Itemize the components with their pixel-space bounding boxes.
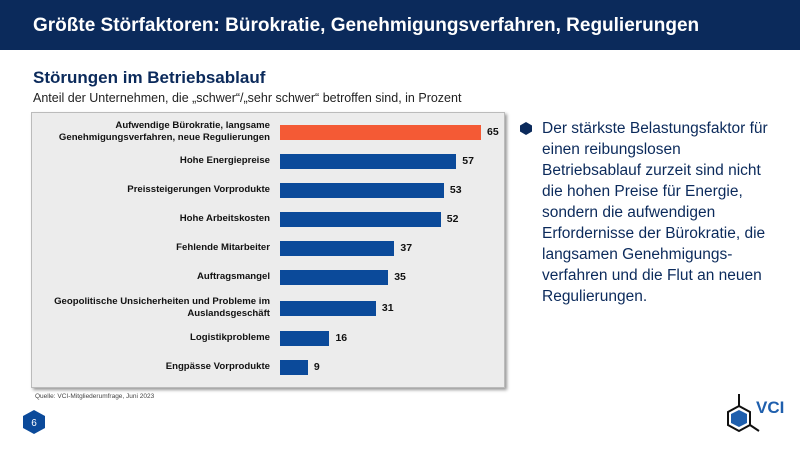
category-label: Aufwendige Bürokratie, langsame Genehmig… [58,120,270,143]
data-label: 31 [381,302,394,314]
page-number-badge: 6 [23,410,45,434]
vci-logo-text: VCI [756,398,785,417]
bullet-text: Der stärkste Belastungsfaktor für einen … [542,120,768,305]
bar [280,300,376,316]
chart-area: Aufwendige Bürokratie, langsame Genehmig… [31,112,505,388]
chart-title: Störungen im Betriebsablauf [33,68,266,87]
bar [280,330,330,346]
vci-logo-icon [727,394,760,433]
data-label: 35 [394,271,406,283]
data-label: 16 [335,332,348,344]
bar [280,211,441,227]
bar [280,153,457,169]
hexagon-bullet-icon [520,122,532,135]
category-label: Logistikprobleme [190,332,270,343]
category-label: Engpässe Vorprodukte [165,361,270,372]
bar [280,269,389,285]
category-label: Fehlende Mitarbeiter [176,242,270,253]
bar [280,182,444,198]
category-label: Geopolitische Unsicherheiten und Problem… [54,296,270,319]
chart-subtitle: Anteil der Unternehmen, die „schwer“/„se… [33,91,462,105]
data-label: 53 [449,184,462,196]
category-label: Auftragsmangel [196,271,270,282]
bar [280,240,395,256]
source-note: Quelle: VCI-Mitgliederumfrage, Juni 2023 [35,393,155,400]
data-label: 52 [446,213,459,225]
data-label: 9 [313,361,320,373]
data-label: 37 [400,242,413,254]
data-label: 65 [487,126,499,138]
data-label: 57 [462,155,474,167]
category-label: Hohe Energiepreise [179,155,270,166]
bar [280,359,308,375]
category-label: Hohe Arbeitskosten [179,213,270,224]
bar [280,124,481,140]
page-number: 6 [31,418,37,429]
category-label: Preissteigerungen Vorprodukte [127,184,270,195]
slide-title: Größte Störfaktoren: Bürokratie, Genehmi… [0,0,800,50]
